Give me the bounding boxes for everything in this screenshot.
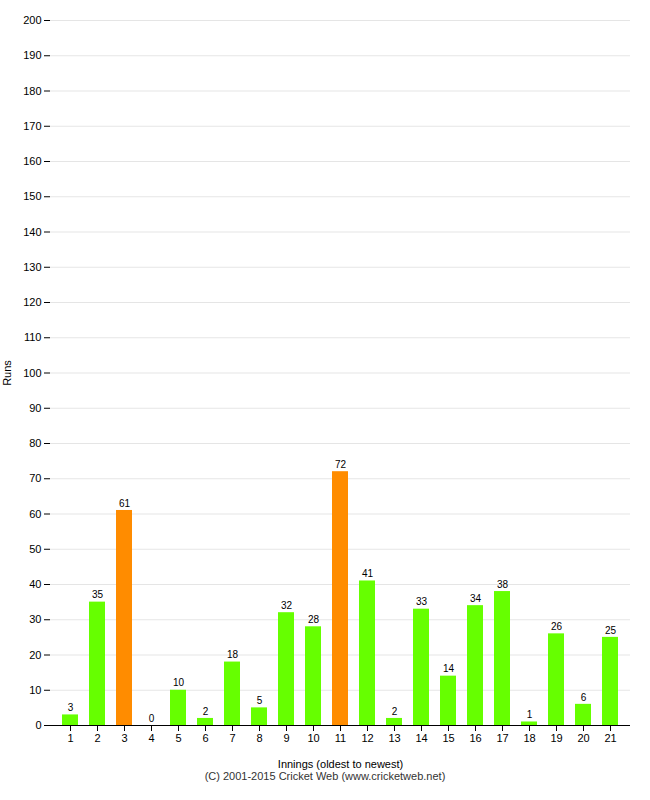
svg-text:60: 60 — [29, 508, 41, 520]
svg-text:61: 61 — [119, 498, 131, 509]
svg-text:150: 150 — [23, 190, 41, 202]
svg-text:18: 18 — [227, 649, 239, 660]
svg-text:6: 6 — [202, 732, 208, 744]
svg-text:41: 41 — [362, 568, 374, 579]
svg-text:40: 40 — [29, 578, 41, 590]
svg-text:90: 90 — [29, 402, 41, 414]
svg-text:170: 170 — [23, 120, 41, 132]
svg-text:50: 50 — [29, 543, 41, 555]
svg-text:14: 14 — [415, 732, 427, 744]
svg-text:2: 2 — [392, 706, 398, 717]
svg-text:140: 140 — [23, 226, 41, 238]
svg-text:20: 20 — [577, 732, 589, 744]
svg-text:30: 30 — [29, 613, 41, 625]
svg-text:180: 180 — [23, 85, 41, 97]
svg-text:33: 33 — [416, 596, 428, 607]
svg-text:72: 72 — [335, 459, 347, 470]
svg-text:5: 5 — [257, 695, 263, 706]
svg-text:32: 32 — [281, 600, 293, 611]
svg-text:190: 190 — [23, 49, 41, 61]
svg-text:35: 35 — [92, 589, 104, 600]
svg-text:80: 80 — [29, 437, 41, 449]
svg-text:21: 21 — [604, 732, 616, 744]
svg-text:26: 26 — [551, 621, 563, 632]
svg-text:19: 19 — [550, 732, 562, 744]
svg-text:0: 0 — [35, 719, 41, 731]
svg-text:10: 10 — [29, 684, 41, 696]
html-text:(C) 2001-2015 Cricket Web (www: (C) 2001-2015 Cricket Web (www.cricketwe… — [204, 770, 446, 782]
svg-text:Innings (oldest to newest): Innings (oldest to newest) — [278, 758, 403, 770]
svg-text:11: 11 — [335, 732, 346, 744]
svg-text:14: 14 — [443, 663, 455, 674]
svg-text:3: 3 — [121, 732, 127, 744]
svg-text:1: 1 — [527, 709, 533, 720]
svg-text:1: 1 — [67, 732, 73, 744]
svg-text:20: 20 — [29, 649, 41, 661]
svg-text:38: 38 — [497, 579, 509, 590]
svg-text:6: 6 — [581, 692, 587, 703]
svg-text:100: 100 — [23, 367, 41, 379]
svg-text:2: 2 — [94, 732, 100, 744]
svg-text:34: 34 — [470, 593, 482, 604]
svg-text:130: 130 — [23, 261, 41, 273]
svg-text:10: 10 — [173, 677, 185, 688]
svg-text:15: 15 — [442, 732, 454, 744]
svg-text:4: 4 — [148, 732, 154, 744]
svg-text:70: 70 — [29, 472, 41, 484]
svg-text:Runs: Runs — [1, 360, 13, 386]
svg-text:3: 3 — [68, 702, 74, 713]
svg-text:0: 0 — [149, 713, 155, 724]
svg-text:9: 9 — [283, 732, 289, 744]
svg-text:28: 28 — [308, 614, 320, 625]
svg-text:110: 110 — [24, 331, 42, 343]
svg-text:13: 13 — [388, 732, 400, 744]
svg-text:120: 120 — [23, 296, 41, 308]
svg-text:16: 16 — [469, 732, 481, 744]
svg-text:5: 5 — [175, 732, 181, 744]
svg-text:17: 17 — [496, 732, 508, 744]
svg-text:160: 160 — [23, 155, 41, 167]
svg-text:200: 200 — [23, 14, 41, 26]
svg-text:7: 7 — [229, 732, 235, 744]
svg-text:18: 18 — [523, 732, 535, 744]
svg-text:2: 2 — [203, 706, 209, 717]
svg-text:12: 12 — [361, 732, 373, 744]
svg-text:8: 8 — [256, 732, 262, 744]
svg-text:25: 25 — [605, 625, 617, 636]
svg-text:10: 10 — [307, 732, 319, 744]
